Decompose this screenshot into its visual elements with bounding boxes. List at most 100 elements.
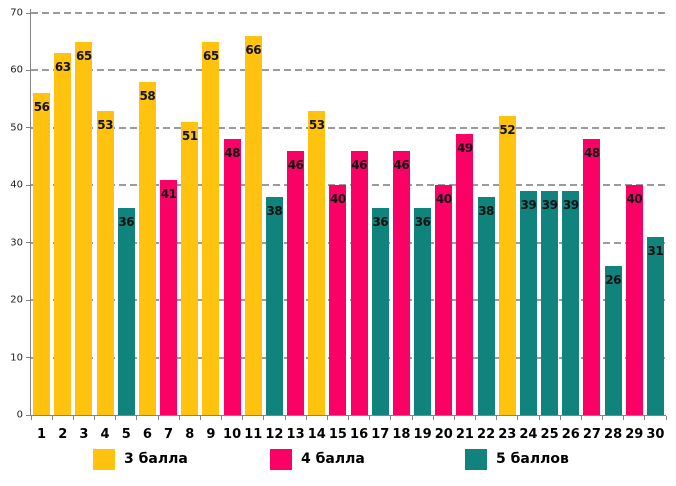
x-axis-label: 2 bbox=[58, 427, 68, 442]
x-tick-mark bbox=[51, 416, 53, 420]
bar-22: 38 bbox=[477, 196, 495, 415]
y-tick-mark bbox=[26, 184, 30, 186]
bar-value-label: 46 bbox=[393, 157, 410, 172]
x-tick-mark bbox=[496, 416, 498, 420]
bar-11: 66 bbox=[244, 35, 262, 415]
y-tick-mark bbox=[26, 12, 30, 14]
x-tick-mark bbox=[602, 416, 603, 420]
x-tick-mark bbox=[348, 416, 349, 420]
x-tick-mark bbox=[178, 416, 180, 420]
bar-value-label: 46 bbox=[351, 157, 367, 172]
x-axis-label: 13 bbox=[286, 427, 305, 442]
legend-swatch-5-ballov bbox=[465, 449, 487, 470]
gridline-20 bbox=[31, 299, 666, 302]
y-axis-label: 30 bbox=[10, 237, 23, 249]
x-axis-label: 25 bbox=[540, 427, 559, 442]
x-tick-mark bbox=[72, 416, 74, 420]
gridline-30 bbox=[31, 241, 666, 244]
bar-5: 36 bbox=[117, 208, 135, 415]
x-tick-mark bbox=[369, 416, 371, 420]
bar-20: 40 bbox=[435, 185, 453, 415]
y-axis-label: 40 bbox=[10, 179, 23, 191]
x-tick-mark bbox=[199, 416, 201, 420]
x-axis-label: 5 bbox=[121, 427, 131, 442]
bar-value-label: 38 bbox=[266, 203, 283, 218]
bar-value-label: 40 bbox=[435, 192, 452, 207]
y-axis-label: 20 bbox=[10, 294, 23, 306]
x-axis-label: 28 bbox=[604, 427, 623, 442]
bar-value-label: 53 bbox=[97, 117, 113, 132]
legend-item-5-ballov: 5 баллов bbox=[465, 449, 569, 470]
bar-26: 39 bbox=[562, 191, 580, 415]
bar-value-label: 48 bbox=[584, 146, 600, 161]
y-tick-mark bbox=[26, 242, 30, 244]
bar-24: 39 bbox=[519, 191, 537, 415]
x-axis-label: 15 bbox=[328, 427, 347, 442]
x-tick-mark bbox=[157, 416, 159, 420]
bar-7: 41 bbox=[160, 179, 178, 415]
x-axis-label: 11 bbox=[244, 427, 263, 442]
y-tick-mark bbox=[26, 69, 30, 71]
bar-18: 46 bbox=[392, 150, 410, 415]
x-axis-label: 17 bbox=[371, 427, 390, 442]
bar-value-label: 36 bbox=[414, 215, 431, 230]
x-tick-mark bbox=[580, 416, 582, 420]
bar-16: 46 bbox=[350, 150, 368, 415]
x-tick-mark bbox=[475, 416, 476, 420]
plot-area: 0 10 20 30 40 50 60 70 56 1 63 2 65 3 53 4 36 5 58 6 41 7 51 8 6… bbox=[10, 8, 667, 442]
bar-2: 63 bbox=[54, 53, 72, 415]
bar-25: 39 bbox=[541, 191, 559, 415]
bar-value-label: 41 bbox=[160, 186, 177, 201]
x-tick-mark bbox=[242, 416, 244, 420]
bar-value-label: 40 bbox=[330, 192, 346, 207]
bar-value-label: 52 bbox=[499, 123, 516, 138]
x-tick-mark bbox=[94, 416, 95, 420]
y-axis-label: 60 bbox=[10, 64, 23, 76]
y-axis-label: 10 bbox=[10, 352, 23, 364]
bar-value-label: 56 bbox=[33, 100, 50, 115]
bar-value-label: 58 bbox=[139, 88, 156, 103]
bar-29: 40 bbox=[625, 185, 643, 415]
x-axis-label: 27 bbox=[582, 427, 601, 442]
x-axis-label: 21 bbox=[455, 427, 474, 442]
bar-4: 53 bbox=[96, 110, 114, 415]
x-axis-line bbox=[27, 415, 666, 416]
x-axis-label: 18 bbox=[392, 427, 411, 442]
y-axis-label: 70 bbox=[10, 7, 23, 19]
bar-value-label: 40 bbox=[626, 192, 643, 207]
bar-10: 48 bbox=[223, 139, 241, 415]
bar-value-label: 31 bbox=[647, 243, 664, 258]
x-axis-label: 4 bbox=[100, 427, 110, 442]
x-axis-label: 20 bbox=[434, 427, 453, 442]
x-tick-mark bbox=[538, 416, 540, 420]
bar-value-label: 53 bbox=[308, 117, 325, 132]
legend-item-4-balla: 4 балла bbox=[270, 449, 365, 470]
bar-8: 51 bbox=[181, 122, 199, 415]
bar-17: 36 bbox=[371, 208, 389, 415]
x-axis-label: 24 bbox=[519, 427, 538, 442]
x-axis-label: 30 bbox=[646, 427, 665, 442]
bar-12: 38 bbox=[265, 196, 283, 415]
bar-9: 65 bbox=[202, 41, 220, 415]
x-tick-mark bbox=[115, 416, 117, 420]
x-axis-label: 23 bbox=[498, 427, 517, 442]
x-axis-label: 9 bbox=[206, 427, 216, 442]
x-tick-mark bbox=[30, 416, 32, 420]
x-axis-label: 12 bbox=[265, 427, 284, 442]
x-tick-mark bbox=[305, 416, 307, 420]
x-tick-mark bbox=[432, 416, 434, 420]
x-tick-mark bbox=[326, 416, 328, 420]
x-axis-label: 10 bbox=[223, 427, 242, 442]
bar-1: 56 bbox=[33, 93, 51, 415]
y-tick-mark bbox=[26, 299, 30, 301]
y-tick-mark bbox=[26, 127, 30, 129]
bar-value-label: 26 bbox=[605, 272, 621, 287]
bar-value-label: 39 bbox=[541, 198, 558, 213]
x-tick-mark bbox=[644, 416, 646, 420]
bar-3: 65 bbox=[75, 41, 93, 415]
x-axis-label: 8 bbox=[185, 427, 195, 442]
bar-value-label: 65 bbox=[203, 48, 219, 63]
x-tick-mark bbox=[136, 416, 138, 420]
legend-swatch-3-balla bbox=[93, 449, 115, 470]
x-tick-mark bbox=[623, 416, 625, 420]
